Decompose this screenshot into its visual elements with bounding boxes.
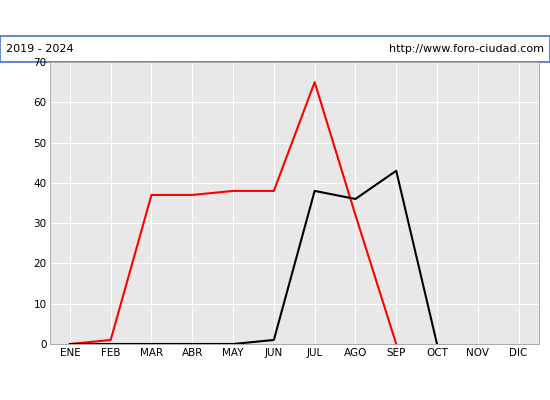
Text: http://www.foro-ciudad.com: http://www.foro-ciudad.com [389,44,544,54]
Text: Evolucion Nº Turistas Extranjeros en el municipio de Valdeprados: Evolucion Nº Turistas Extranjeros en el … [49,11,501,25]
Text: 2019 - 2024: 2019 - 2024 [6,44,73,54]
